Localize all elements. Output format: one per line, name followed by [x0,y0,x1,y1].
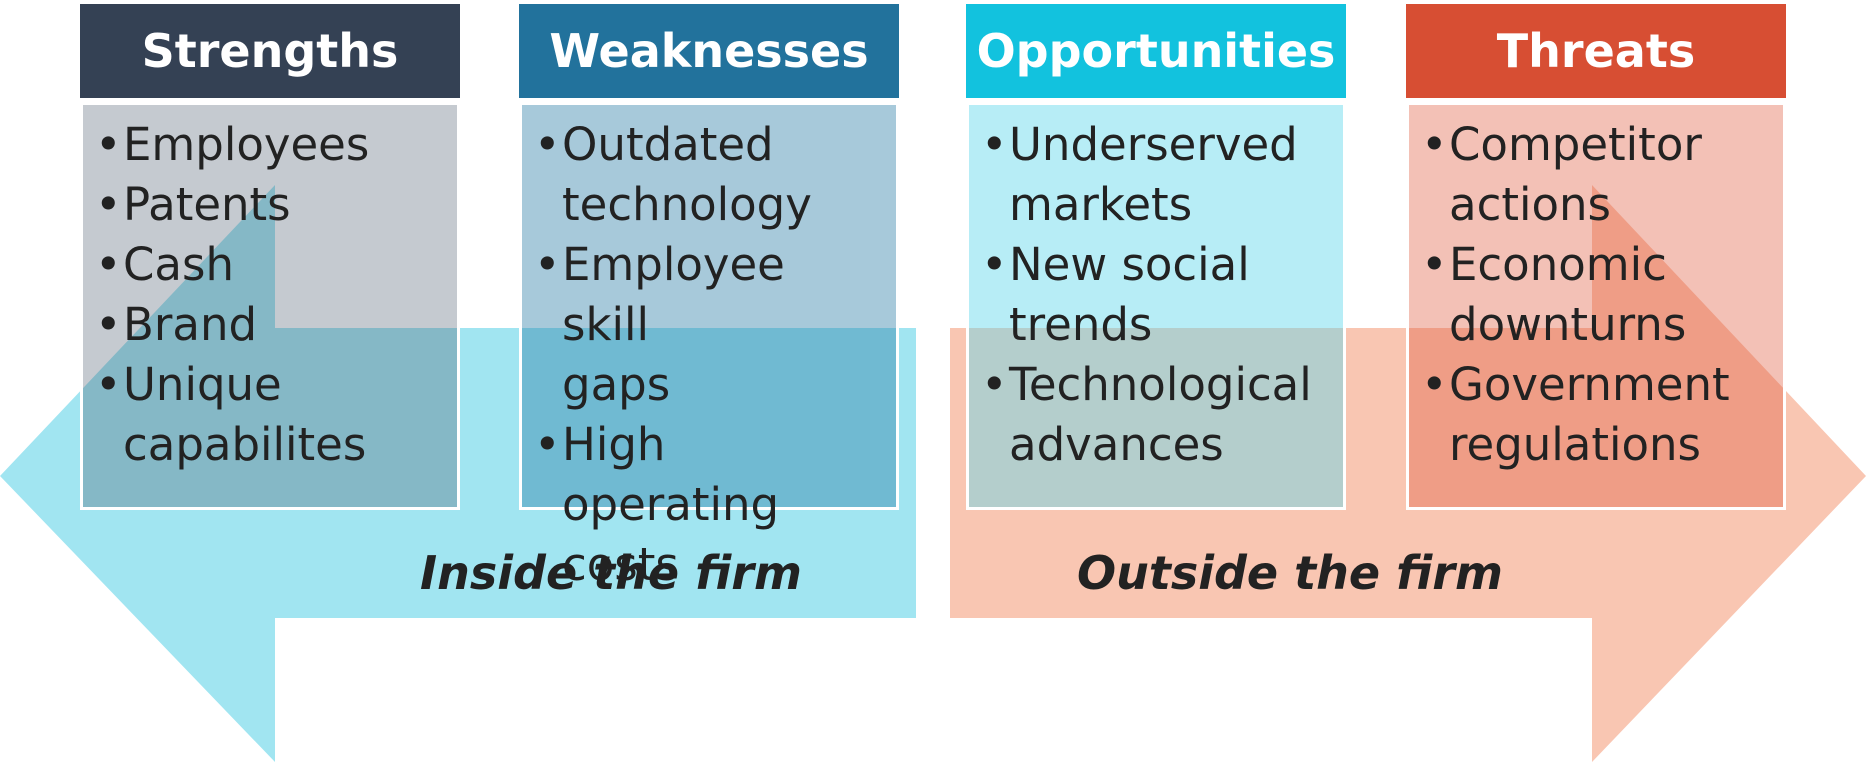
threats-title: Threats [1496,24,1696,78]
list-item-line: markets [1009,178,1193,231]
list-item-line: costs [562,538,679,591]
threats-header: Threats [1406,4,1786,98]
strengths-list: Employees Patents Cash Brand Unique capabilit… [93,115,447,475]
list-item: Unique capabilites [93,355,447,475]
weaknesses-title: Weaknesses [549,24,869,78]
opportunities-list: UnderservedmarketsNew socialtrendsTechno… [979,115,1333,475]
list-item: Underserved markets [979,115,1333,235]
threats-list-box: CompetitoractionsEconomicdownturnsGovern… [1406,102,1786,510]
strengths-title: Strengths [141,24,399,78]
strengths-header: Strengths [80,4,460,98]
list-item-line: Outdated [562,118,774,171]
list-item: High operating costs [532,415,886,595]
list-item: Economic downturns [1419,235,1773,355]
list-item: Cash [93,235,447,295]
list-item: New social trends [979,235,1333,355]
list-item-line: Underserved [1009,118,1298,171]
list-item-line: Employees [123,118,370,171]
list-item-line: Competitor [1449,118,1702,171]
list-item-line: downturns [1449,298,1687,351]
weaknesses-list: OutdatedtechnologyEmployee skillgapsHigh… [532,115,886,595]
list-item-line: capabilites [123,418,367,471]
list-item-line: advances [1009,418,1224,471]
strengths-quadrant: Strengths EmployeesPatentsCashBrandUniqu… [80,4,460,510]
weaknesses-header: Weaknesses [519,4,899,98]
list-item-line: Patents [123,178,291,231]
list-item: Competitor actions [1419,115,1773,235]
list-item-line: regulations [1449,418,1702,471]
list-item-line: Economic [1449,238,1667,291]
weaknesses-list-box: Outdated technology Employee skill gaps High… [519,102,899,591]
list-item-line: actions [1449,178,1611,231]
weaknesses-quadrant: Weaknesses OutdatedtechnologyEmployee sk… [519,4,899,591]
opportunities-header: Opportunities [966,4,1346,98]
threats-list: CompetitoractionsEconomicdownturnsGovern… [1419,115,1773,475]
list-item: Technological advances [979,355,1333,475]
outside-firm-label: Outside the firm [1077,546,1503,600]
opportunities-list-box: UnderservedmarketsNew socialtrendsTechno… [966,102,1346,510]
list-item-line: Government [1449,358,1730,411]
list-item: Employee skill gaps [532,235,886,415]
list-item-line: New social [1009,238,1250,291]
list-item: Outdated technology [532,115,886,235]
list-item-line: Employee skill [562,238,785,351]
list-item-line: Technological [1009,358,1312,411]
list-item: Patents [93,175,447,235]
opportunities-title: Opportunities [976,24,1336,78]
threats-quadrant: Threats Competitor actions Economic downtur… [1406,4,1786,510]
strengths-list-box: Employees Patents Cash Brand Unique capabilit… [80,102,460,510]
inside-firm-label: Inside the firm [420,546,802,600]
list-item: Brand [93,295,447,355]
opportunities-quadrant: Opportunities UnderservedmarketsNew soci… [966,4,1346,510]
list-item-line: technology [562,178,812,231]
list-item-line: Unique [123,358,282,411]
list-item-line: trends [1009,298,1153,351]
list-item: Government regulations [1419,355,1773,475]
list-item: Employees [93,115,447,175]
list-item-line: High operating [562,418,780,531]
list-item-line: Cash [123,238,234,291]
list-item-line: Brand [123,298,258,351]
list-item-line: gaps [562,358,671,411]
